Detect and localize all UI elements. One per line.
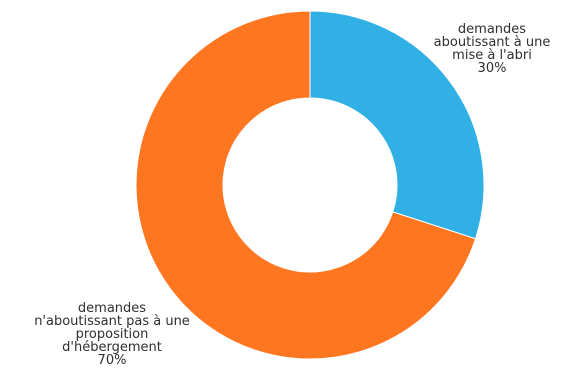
- donut-labels: demandes aboutissant à une mise à l'abri 30…: [34, 22, 550, 368]
- slice-value-label: 70%: [98, 353, 127, 368]
- slice-label-line: mise à l'abri: [452, 48, 532, 63]
- slice-label-line: aboutissant à une: [434, 35, 551, 50]
- donut-slice-2: [135, 10, 477, 360]
- slice-label-line: d'hébergement: [62, 340, 162, 355]
- slice-label-line: proposition: [76, 327, 149, 342]
- slice-label-2: demandes n'aboutissant pas à une propositi…: [34, 301, 190, 368]
- donut-slices: [135, 10, 485, 360]
- slice-label-line: demandes: [78, 301, 146, 316]
- slice-label-1: demandes aboutissant à une mise à l'abri 30…: [434, 22, 551, 76]
- slice-value-label: 30%: [478, 61, 507, 76]
- donut-slice-1: [309, 10, 485, 240]
- slice-label-line: demandes: [458, 22, 526, 37]
- slice-label-line: n'aboutissant pas à une: [34, 314, 190, 329]
